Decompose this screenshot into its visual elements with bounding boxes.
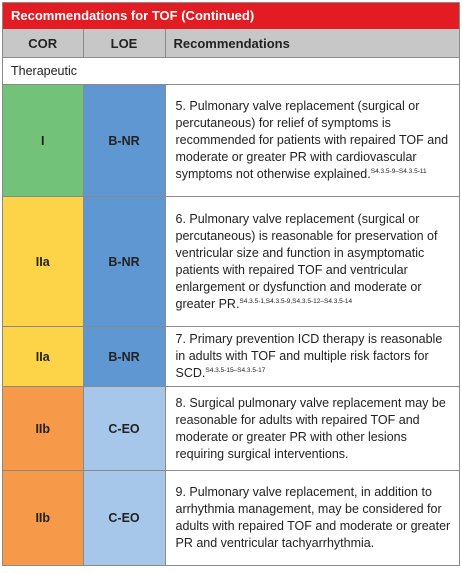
table-row: I B-NR 5. Pulmonary valve replacement (s… xyxy=(3,84,459,197)
table-title: Recommendations for TOF (Continued) xyxy=(3,3,459,29)
recommendation-cell: 8. Surgical pulmonary valve replacement … xyxy=(165,386,459,471)
loe-cell: B-NR xyxy=(83,326,166,387)
table-row: IIb C-EO 8. Surgical pulmonary valve rep… xyxy=(3,386,459,471)
cor-cell: IIa xyxy=(3,196,84,327)
recommendation-cell: 9. Pulmonary valve replacement, in addit… xyxy=(165,471,459,565)
cor-cell: I xyxy=(3,84,84,197)
recommendations-table: COR LOE Recommendations Therapeutic I B-… xyxy=(3,29,459,565)
table-row: IIa B-NR 6. Pulmonary valve replacement … xyxy=(3,196,459,327)
section-row: Therapeutic xyxy=(3,57,459,85)
reference-citation: S4.3.5-1,S4.3.5-9,S4.3.5-12–S4.3.5-14 xyxy=(239,297,353,305)
cor-cell: IIa xyxy=(3,326,84,387)
reference-citation: S4.3.5-15–S4.3.5-17 xyxy=(205,366,266,374)
recommendation-cell: 7. Primary prevention ICD therapy is rea… xyxy=(165,326,459,387)
header-cor: COR xyxy=(3,29,84,58)
recommendation-text: 9. Pulmonary valve replacement, in addit… xyxy=(175,484,451,550)
recommendation-cell: 5. Pulmonary valve replacement (surgical… xyxy=(165,84,459,197)
recommendation-text: 6. Pulmonary valve replacement (surgical… xyxy=(175,211,438,311)
cor-cell: IIb xyxy=(3,386,84,471)
table-row: IIa B-NR 7. Primary prevention ICD thera… xyxy=(3,326,459,387)
cor-cell: IIb xyxy=(3,470,84,565)
loe-cell: B-NR xyxy=(83,84,166,197)
section-label: Therapeutic xyxy=(3,57,459,85)
recommendation-text: 7. Primary prevention ICD therapy is rea… xyxy=(175,332,443,380)
reference-citation: S4.3.5-9–S4.3.5-11 xyxy=(370,167,427,175)
loe-cell: C-EO xyxy=(83,470,166,565)
header-loe: LOE xyxy=(83,29,166,58)
header-recommendations: Recommendations xyxy=(165,29,459,58)
recommendation-text: 8. Surgical pulmonary valve replacement … xyxy=(175,395,446,461)
table-row: IIb C-EO 9. Pulmonary valve replacement,… xyxy=(3,470,459,565)
loe-cell: B-NR xyxy=(83,196,166,327)
loe-cell: C-EO xyxy=(83,386,166,471)
recommendation-text: 5. Pulmonary valve replacement (surgical… xyxy=(175,99,449,181)
recommendation-cell: 6. Pulmonary valve replacement (surgical… xyxy=(165,196,459,327)
recommendations-table-card: Recommendations for TOF (Continued) COR … xyxy=(2,2,460,566)
header-row: COR LOE Recommendations xyxy=(3,29,459,58)
